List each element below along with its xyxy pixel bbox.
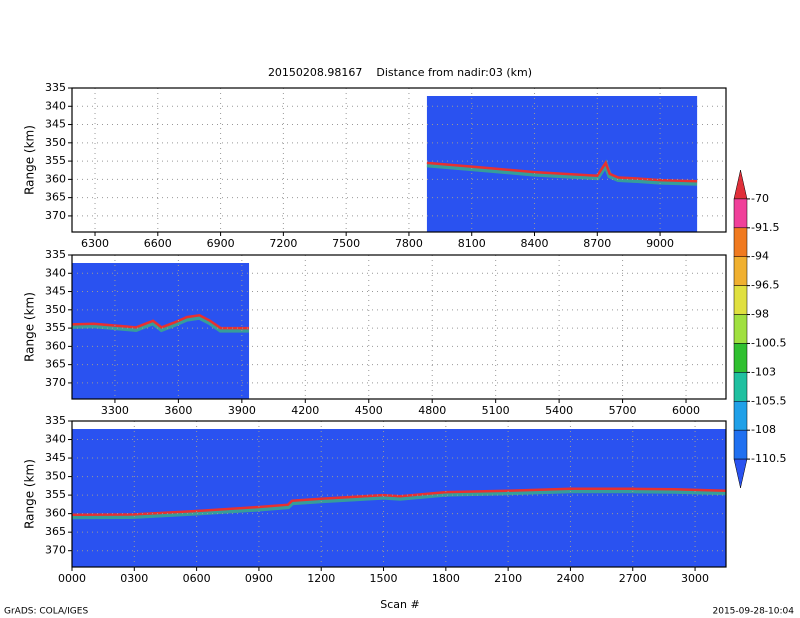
y-tick-label: 335: [45, 81, 66, 94]
surface-echo: [426, 160, 698, 183]
x-tick-label: 4500: [355, 404, 383, 417]
colorbar-box: [733, 372, 748, 402]
x-tick-label: 3300: [101, 404, 129, 417]
x-tick-label: 0900: [245, 572, 273, 585]
x-tick-label: 5400: [545, 404, 573, 417]
y-tick-label: 340: [45, 433, 66, 446]
x-tick-label: 7200: [269, 237, 297, 250]
x-tick-label: 3000: [681, 572, 709, 585]
y-tick-label: 335: [45, 248, 66, 261]
y-axis-label: Range (km): [23, 459, 37, 529]
x-tick-label: 6300: [81, 237, 109, 250]
y-tick-label: 350: [45, 136, 66, 149]
x-tick-label: 4200: [291, 404, 319, 417]
x-axis-label: Scan #: [380, 598, 419, 611]
x-tick-label: 9000: [646, 237, 674, 250]
colorbar-box: [733, 343, 748, 373]
x-tick-label: 3600: [164, 404, 192, 417]
colorbar-label: -70: [751, 192, 769, 205]
colorbar-box: [733, 285, 748, 315]
x-tick-label: 2100: [494, 572, 522, 585]
x-tick-label: 8100: [458, 237, 486, 250]
y-axis-label: Range (km): [23, 292, 37, 362]
y-tick-label: 345: [45, 451, 66, 464]
x-tick-label: 6000: [672, 404, 700, 417]
x-tick-label: 8400: [521, 237, 549, 250]
colorbar-label: -91.5: [751, 221, 779, 234]
x-tick-label: 0600: [183, 572, 211, 585]
y-tick-label: 335: [45, 414, 66, 427]
colorbar-label: -103: [751, 365, 776, 378]
y-tick-label: 360: [45, 507, 66, 520]
y-tick-label: 350: [45, 303, 66, 316]
y-tick-label: 370: [45, 209, 66, 222]
y-tick-label: 355: [45, 488, 66, 501]
colorbar-label: -108: [751, 423, 776, 436]
colorbar-label: -110.5: [751, 452, 786, 465]
x-tick-label: 6900: [207, 237, 235, 250]
colorbar-cap: [733, 458, 748, 489]
y-axis-label: Range (km): [23, 125, 37, 195]
colorbar-box: [733, 256, 748, 286]
echo-halo: [71, 488, 727, 520]
colorbar-box: [733, 429, 748, 460]
y-tick-label: 360: [45, 339, 66, 352]
surface-echo: [71, 487, 727, 517]
y-tick-label: 370: [45, 544, 66, 557]
y-tick-label: 340: [45, 99, 66, 112]
chart-title: 20150208.98167 Distance from nadir:03 (k…: [268, 66, 532, 79]
x-tick-label: 7500: [332, 237, 360, 250]
colorbar-label: -98: [751, 308, 769, 321]
y-tick-label: 345: [45, 285, 66, 298]
surface-echo: [71, 314, 249, 330]
colorbar-label: -105.5: [751, 394, 786, 407]
x-tick-label: 5700: [609, 404, 637, 417]
x-tick-label: 6600: [144, 237, 172, 250]
x-tick-label: 0300: [120, 572, 148, 585]
colorbar-label: -100.5: [751, 336, 786, 349]
y-tick-label: 365: [45, 525, 66, 538]
y-tick-label: 365: [45, 191, 66, 204]
x-tick-label: 4800: [418, 404, 446, 417]
x-tick-label: 8700: [583, 237, 611, 250]
y-tick-label: 350: [45, 470, 66, 483]
x-tick-label: 2700: [619, 572, 647, 585]
y-tick-label: 360: [45, 172, 66, 185]
x-tick-label: 7800: [395, 237, 423, 250]
colorbar-box: [733, 401, 748, 431]
x-tick-label: 1500: [370, 572, 398, 585]
colorbar-box: [733, 227, 748, 257]
plot-frame: [71, 87, 727, 233]
colorbar-label: -94: [751, 250, 769, 263]
x-tick-label: 1800: [432, 572, 460, 585]
plot-frame: [71, 420, 727, 568]
colorbar-cap: [733, 169, 748, 200]
y-tick-label: 355: [45, 154, 66, 167]
y-tick-label: 340: [45, 266, 66, 279]
x-tick-label: 0000: [58, 572, 86, 585]
footer-left: GrADS: COLA/IGES: [4, 607, 88, 617]
x-tick-label: 2400: [556, 572, 584, 585]
footer-right: 2015-09-28-10:04: [713, 607, 795, 617]
data-coverage: [426, 96, 698, 232]
plot-frame: [71, 254, 727, 400]
colorbar-box: [733, 198, 748, 229]
y-tick-label: 345: [45, 118, 66, 131]
x-tick-label: 5100: [482, 404, 510, 417]
colorbar-box: [733, 314, 748, 344]
y-tick-label: 370: [45, 376, 66, 389]
x-tick-label: 3900: [228, 404, 256, 417]
colorbar-label: -96.5: [751, 279, 779, 292]
x-tick-label: 1200: [307, 572, 335, 585]
y-tick-label: 365: [45, 358, 66, 371]
y-tick-label: 355: [45, 321, 66, 334]
